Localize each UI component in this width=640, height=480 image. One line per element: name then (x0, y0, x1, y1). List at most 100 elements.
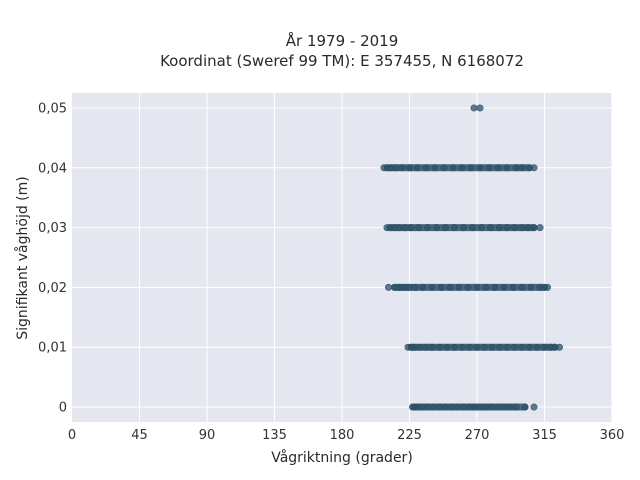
data-point (527, 283, 535, 291)
data-point (429, 403, 437, 411)
data-point (405, 283, 413, 291)
data-point (455, 283, 463, 291)
data-point (437, 283, 445, 291)
data-point (450, 224, 458, 232)
data-point (488, 403, 496, 411)
data-point (441, 224, 449, 232)
data-point (540, 343, 548, 351)
data-points (380, 104, 563, 411)
data-point (503, 343, 511, 351)
data-point (431, 164, 439, 172)
data-point (485, 164, 493, 172)
x-tick-label: 45 (131, 428, 148, 443)
data-point (476, 104, 484, 112)
data-point (464, 283, 472, 291)
data-point (459, 224, 467, 232)
y-tick-label: 0,01 (38, 341, 67, 356)
x-tick-label: 225 (397, 428, 422, 443)
data-point (416, 343, 424, 351)
data-point (476, 164, 484, 172)
y-tick-label: 0,04 (38, 161, 67, 176)
y-tick-label: 0 (59, 401, 67, 416)
data-point (486, 224, 494, 232)
data-point (521, 403, 529, 411)
data-point (411, 283, 419, 291)
data-point (401, 224, 409, 232)
data-point (495, 224, 503, 232)
chart-title: År 1979 - 2019 Koordinat (Sweref 99 TM):… (160, 31, 524, 70)
data-point (495, 343, 503, 351)
x-axis-ticks: 0 45 90 135 180 225 270 315 360 (68, 428, 625, 443)
data-point (530, 164, 538, 172)
data-point (423, 403, 431, 411)
data-point (503, 164, 511, 172)
chart-title-line-1: År 1979 - 2019 (286, 31, 399, 50)
data-point (446, 283, 454, 291)
x-tick-label: 315 (532, 428, 557, 443)
data-point (458, 343, 466, 351)
data-point (530, 403, 538, 411)
x-tick-label: 90 (199, 428, 216, 443)
chart-title-line-2: Koordinat (Sweref 99 TM): E 357455, N 61… (160, 52, 524, 70)
data-point (459, 403, 467, 411)
data-point (432, 224, 440, 232)
data-point (422, 164, 430, 172)
data-point (423, 224, 431, 232)
data-point (524, 224, 532, 232)
data-point (392, 164, 400, 172)
x-tick-label: 135 (262, 428, 287, 443)
data-point (428, 343, 436, 351)
data-point (458, 164, 466, 172)
data-point (384, 283, 392, 291)
y-tick-label: 0,03 (38, 221, 67, 236)
y-axis-label: Signifikant våghöjd (m) (14, 176, 31, 339)
data-point (488, 343, 496, 351)
data-point (470, 104, 478, 112)
data-point (473, 343, 481, 351)
y-axis-ticks: 0 0,01 0,02 0,03 0,04 0,05 (38, 101, 67, 415)
data-point (473, 283, 481, 291)
data-point (480, 343, 488, 351)
data-point (543, 283, 551, 291)
data-point (435, 343, 443, 351)
data-point (405, 164, 413, 172)
data-point (453, 403, 461, 411)
x-tick-label: 270 (465, 428, 490, 443)
data-point (510, 224, 518, 232)
data-point (533, 343, 541, 351)
y-tick-label: 0,05 (38, 101, 67, 116)
data-point (468, 224, 476, 232)
data-point (530, 224, 538, 232)
data-point (407, 224, 415, 232)
data-point (512, 164, 520, 172)
data-point (518, 343, 526, 351)
data-point (419, 283, 427, 291)
data-point (414, 224, 422, 232)
data-point (467, 164, 475, 172)
data-point (398, 164, 406, 172)
data-point (482, 283, 490, 291)
data-point (422, 343, 430, 351)
data-point (500, 283, 508, 291)
data-point (536, 224, 544, 232)
data-point (503, 224, 511, 232)
data-point (428, 283, 436, 291)
x-axis-label: Vågriktning (grader) (271, 449, 413, 466)
x-tick-label: 180 (330, 428, 355, 443)
data-point (518, 224, 526, 232)
data-point (510, 343, 518, 351)
data-point (395, 224, 403, 232)
data-point (477, 224, 485, 232)
data-point (450, 343, 458, 351)
data-point (525, 343, 533, 351)
x-tick-label: 0 (68, 428, 76, 443)
data-point (500, 403, 508, 411)
data-point (506, 403, 514, 411)
x-tick-label: 360 (600, 428, 625, 443)
data-point (518, 164, 526, 172)
data-point (435, 403, 443, 411)
data-point (465, 343, 473, 351)
data-point (449, 164, 457, 172)
data-point (441, 403, 449, 411)
